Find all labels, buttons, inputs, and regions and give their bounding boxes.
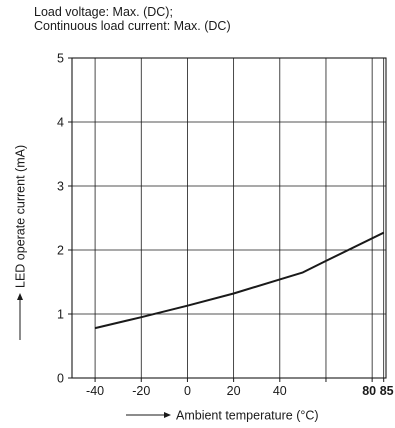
y-tick-label: 5 (57, 52, 64, 66)
y-tick-label: 0 (57, 372, 64, 386)
x-tick-label: 0 (184, 384, 191, 398)
header-line-1: Load voltage: Max. (DC); (34, 5, 173, 19)
x-axis-arrow-head (164, 412, 171, 418)
y-tick-label: 3 (57, 180, 64, 194)
x-tick-label: 85 (380, 384, 394, 398)
y-tick-label: 1 (57, 308, 64, 322)
chart-header: Load voltage: Max. (DC); Continuous load… (34, 5, 231, 33)
x-axis-title-group: Ambient temperature (°C) (126, 409, 319, 423)
x-tick-label: -20 (132, 384, 150, 398)
x-tick-label: -40 (86, 384, 104, 398)
series-group (94, 231, 385, 330)
y-tick-label: 4 (57, 116, 64, 130)
x-axis-label: Ambient temperature (°C) (176, 409, 319, 423)
x-tick-label: 20 (227, 384, 241, 398)
x-tick-label: 40 (273, 384, 287, 398)
grid-lines (72, 57, 386, 378)
series-line-0 (94, 231, 385, 330)
plot-frame (71, 57, 387, 379)
y-axis-title-group: LED operate current (mA) (14, 145, 28, 340)
x-tick-label: 80 (362, 384, 376, 398)
y-axis-label: LED operate current (mA) (14, 145, 28, 288)
y-axis-ticks: 0 1 2 3 4 5 (57, 52, 72, 386)
x-axis-ticks: -40 -20 0 20 40 80 85 (86, 378, 394, 398)
y-axis-arrow-head (17, 293, 23, 300)
y-tick-label: 2 (57, 244, 64, 258)
header-line-2: Continuous load current: Max. (DC) (34, 19, 231, 33)
